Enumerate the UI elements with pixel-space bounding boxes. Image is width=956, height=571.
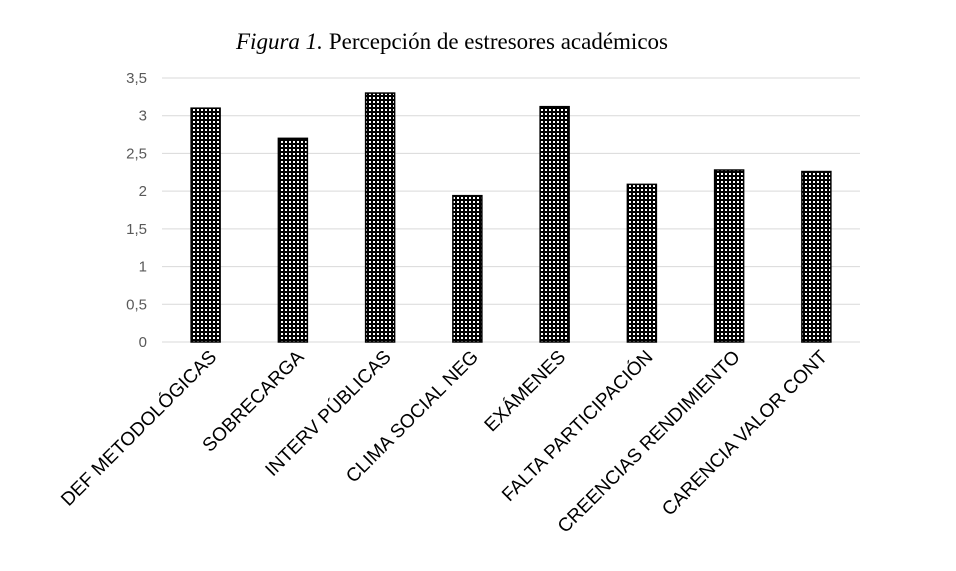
- bar: [539, 105, 570, 343]
- chart-title-prefix: Figura 1.: [235, 29, 323, 54]
- bar: [364, 92, 396, 343]
- x-tick-label: DEF METODOLÓGICAS: [57, 346, 222, 511]
- y-tick-label: 2: [139, 183, 147, 200]
- y-tick-label: 2,5: [126, 145, 147, 162]
- y-tick-label: 3,5: [126, 70, 147, 87]
- gridlines: [162, 77, 860, 343]
- x-tick-label: CREENCIAS RENDIMIENTO: [554, 347, 745, 538]
- bar: [190, 107, 221, 343]
- y-tick-label: 0: [139, 334, 147, 351]
- chart-title-text: Percepción de estresores académicos: [329, 29, 668, 54]
- y-tick-label: 1: [139, 259, 147, 276]
- bar: [801, 170, 832, 343]
- bar: [713, 169, 745, 343]
- y-tick-label: 0,5: [126, 296, 147, 313]
- x-tick-label: CARENCIA VALOR CONT: [658, 346, 832, 520]
- bar: [626, 183, 658, 343]
- x-tick-label: FALTA PARTICIPACIÓN: [498, 346, 658, 506]
- y-tick-label: 1,5: [126, 221, 147, 238]
- bar: [452, 194, 483, 343]
- chart-title: Figura 1. Percepción de estresores académ…: [235, 29, 668, 54]
- bar: [277, 137, 309, 343]
- bars: [190, 92, 832, 343]
- y-axis-ticks: 0 0,5 1 1,5 2 2,5 3 3,5: [126, 70, 147, 351]
- y-tick-label: 3: [139, 108, 147, 125]
- x-tick-label: EXÁMENES: [481, 347, 571, 437]
